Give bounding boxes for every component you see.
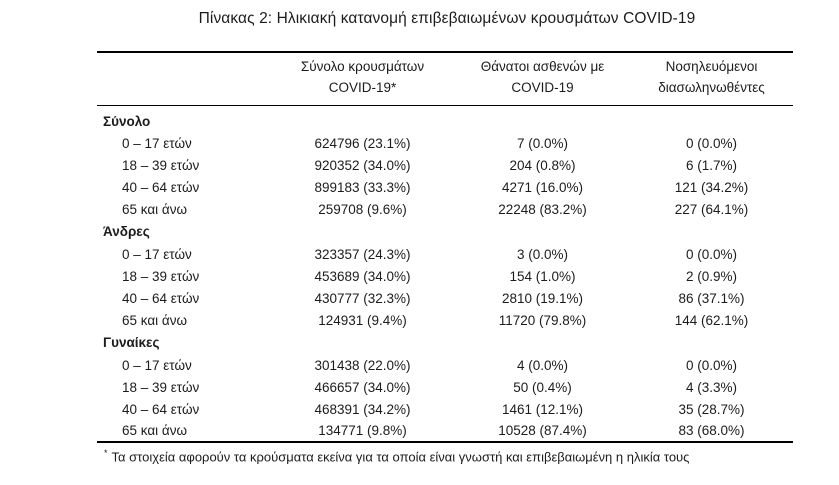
table-row: 0 – 17 ετών 323357 (24.3%) 3 (0.0%) 0 (0… bbox=[97, 243, 793, 265]
age-group-label: 65 και άνω bbox=[122, 201, 188, 217]
table-row: 18 – 39 ετών 466657 (34.0%) 50 (0.4%) 4 … bbox=[97, 376, 793, 398]
age-group-label: 0 – 17 ετών bbox=[122, 357, 192, 373]
intubated-value: 0 (0.0%) bbox=[685, 246, 738, 262]
age-group-label: 0 – 17 ετών bbox=[122, 246, 192, 262]
table-row: 65 και άνω 134771 (9.8%) 10528 (87.4%) 8… bbox=[97, 420, 793, 442]
table-row: 0 – 17 ετών 301438 (22.0%) 4 (0.0%) 0 (0… bbox=[97, 354, 793, 376]
cases-value: 468391 (34.2%) bbox=[314, 401, 411, 417]
deaths-value: 204 (0.8%) bbox=[509, 157, 576, 173]
cases-value: 466657 (34.0%) bbox=[314, 379, 411, 395]
intubated-value: 86 (37.1%) bbox=[678, 290, 745, 306]
table-row: 0 – 17 ετών 624796 (23.1%) 7 (0.0%) 0 (0… bbox=[97, 132, 793, 154]
intubated-value: 83 (68.0%) bbox=[678, 423, 745, 438]
deaths-value: 1461 (12.1%) bbox=[501, 401, 584, 417]
statistics-table: Σύνολο κρουσμάτων COVID-19* Θάνατοι ασθε… bbox=[97, 51, 793, 443]
table-row: 18 – 39 ετών 453689 (34.0%) 154 (1.0%) 2… bbox=[97, 265, 793, 287]
age-group-label: 18 – 39 ετών bbox=[122, 379, 200, 395]
intubated-value: 4 (3.3%) bbox=[685, 379, 738, 395]
deaths-value: 4271 (16.0%) bbox=[501, 179, 584, 195]
cases-value: 920352 (34.0%) bbox=[314, 157, 411, 173]
covid-age-table: Σύνολο κρουσμάτων COVID-19* Θάνατοι ασθε… bbox=[97, 51, 793, 443]
table-row: 65 και άνω 124931 (9.4%) 11720 (79.8%) 1… bbox=[97, 309, 793, 331]
header-total-cases-line1: Σύνολο κρουσμάτων bbox=[300, 58, 425, 74]
header-deaths: Θάνατοι ασθενών με COVID-19 bbox=[455, 52, 630, 106]
age-group-label: 65 και άνω bbox=[122, 312, 188, 328]
cases-value: 134771 (9.8%) bbox=[318, 423, 407, 438]
section-label-men: Άνδρες bbox=[103, 224, 150, 239]
deaths-value: 3 (0.0%) bbox=[516, 246, 569, 262]
section-label-total: Σύνολο bbox=[103, 114, 151, 130]
header-empty-cell bbox=[97, 52, 270, 106]
age-group-label: 65 και άνω bbox=[122, 423, 188, 438]
age-group-label: 0 – 17 ετών bbox=[122, 135, 192, 151]
table-row: 65 και άνω 259708 (9.6%) 22248 (83.2%) 2… bbox=[97, 198, 793, 220]
deaths-value: 11720 (79.8%) bbox=[498, 312, 587, 328]
deaths-value: 4 (0.0%) bbox=[516, 357, 569, 373]
footnote-text: Τα στοιχεία αφορούν τα κρούσματα εκείνα … bbox=[111, 449, 690, 465]
header-total-cases-line2: COVID-19* bbox=[328, 79, 397, 95]
deaths-value: 50 (0.4%) bbox=[513, 379, 572, 395]
footnote-asterisk: * bbox=[104, 448, 108, 458]
age-group-label: 40 – 64 ετών bbox=[122, 401, 200, 417]
intubated-value: 144 (62.1%) bbox=[674, 312, 749, 328]
table-row: 18 – 39 ετών 920352 (34.0%) 204 (0.8%) 6… bbox=[97, 154, 793, 176]
section-header-men: Άνδρες bbox=[97, 220, 793, 243]
cases-value: 301438 (22.0%) bbox=[314, 357, 411, 373]
deaths-value: 10528 (87.4%) bbox=[498, 423, 587, 438]
intubated-value: 227 (64.1%) bbox=[674, 201, 749, 217]
table-footnote: * Τα στοιχεία αφορούν τα κρούσματα εκείνα… bbox=[104, 444, 824, 466]
intubated-value: 6 (1.7%) bbox=[685, 157, 738, 173]
intubated-value: 121 (34.2%) bbox=[674, 179, 749, 195]
table-title: Πίνακας 2: Ηλικιακή κατανομή επιβεβαιωμέ… bbox=[198, 10, 696, 27]
cases-value: 430777 (32.3%) bbox=[314, 290, 411, 306]
deaths-value: 7 (0.0%) bbox=[516, 135, 569, 151]
age-group-label: 40 – 64 ετών bbox=[122, 290, 200, 306]
intubated-value: 2 (0.9%) bbox=[685, 268, 738, 284]
deaths-value: 2810 (19.1%) bbox=[501, 290, 584, 306]
section-header-total: Σύνολο bbox=[97, 105, 793, 132]
header-intubated-line2: διασωληνωθέντες bbox=[658, 79, 765, 95]
header-intubated-line1: Νοσηλευόμενοι bbox=[665, 58, 758, 74]
section-header-women: Γυναίκες bbox=[97, 331, 793, 354]
age-group-label: 18 – 39 ετών bbox=[122, 268, 200, 284]
cases-value: 453689 (34.0%) bbox=[314, 268, 411, 284]
table-row: 40 – 64 ετών 899183 (33.3%) 4271 (16.0%)… bbox=[97, 176, 793, 198]
cases-value: 323357 (24.3%) bbox=[314, 246, 411, 262]
table-row: 40 – 64 ετών 468391 (34.2%) 1461 (12.1%)… bbox=[97, 398, 793, 420]
age-group-label: 40 – 64 ετών bbox=[122, 179, 200, 195]
cases-value: 624796 (23.1%) bbox=[314, 135, 411, 151]
header-total-cases: Σύνολο κρουσμάτων COVID-19* bbox=[270, 52, 455, 106]
cases-value: 124931 (9.4%) bbox=[318, 312, 407, 328]
intubated-value: 35 (28.7%) bbox=[678, 401, 745, 417]
cases-value: 899183 (33.3%) bbox=[314, 179, 411, 195]
table-header-row: Σύνολο κρουσμάτων COVID-19* Θάνατοι ασθε… bbox=[97, 52, 793, 106]
header-deaths-line2: COVID-19 bbox=[511, 79, 574, 95]
intubated-value: 0 (0.0%) bbox=[685, 357, 738, 373]
header-deaths-line1: Θάνατοι ασθενών με bbox=[480, 58, 605, 74]
header-intubated: Νοσηλευόμενοι διασωληνωθέντες bbox=[630, 52, 793, 106]
age-group-label: 18 – 39 ετών bbox=[122, 157, 200, 173]
deaths-value: 22248 (83.2%) bbox=[498, 201, 587, 217]
cases-value: 259708 (9.6%) bbox=[318, 201, 407, 217]
intubated-value: 0 (0.0%) bbox=[685, 135, 738, 151]
table-row: 40 – 64 ετών 430777 (32.3%) 2810 (19.1%)… bbox=[97, 287, 793, 309]
deaths-value: 154 (1.0%) bbox=[509, 268, 576, 284]
section-label-women: Γυναίκες bbox=[103, 335, 160, 350]
